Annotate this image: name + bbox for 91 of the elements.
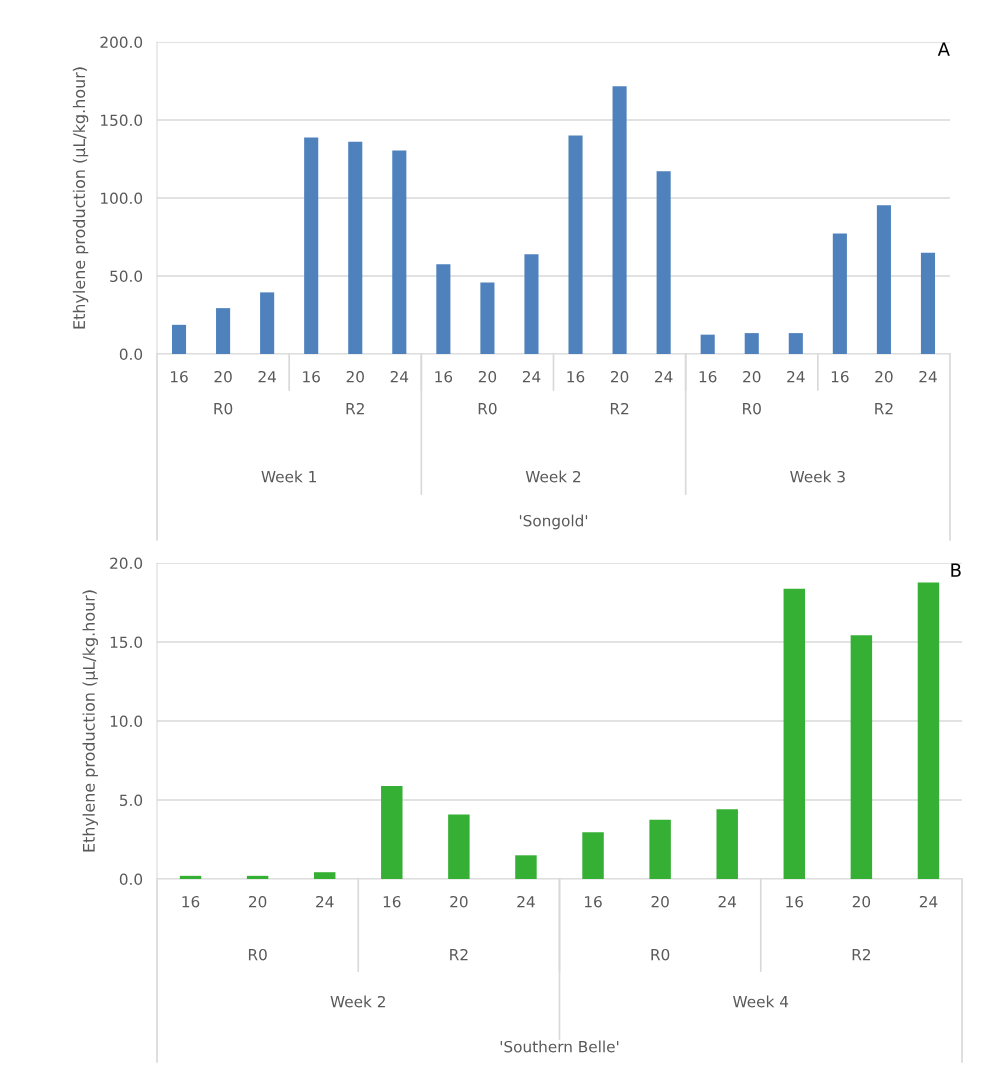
bar — [582, 832, 604, 879]
x-tick-label: 16 — [567, 370, 585, 383]
y-tick-label: 150.0 — [101, 114, 143, 127]
bar — [448, 814, 470, 879]
x-tick-label: 20 — [875, 370, 893, 383]
text: R0 — [214, 402, 233, 415]
x-tick-label: 24 — [517, 895, 535, 908]
bar — [381, 786, 403, 879]
x-tick-label: 24 — [390, 370, 409, 383]
x-tick-label: 16 — [585, 895, 602, 908]
text: R2 — [875, 402, 893, 415]
bar — [179, 875, 202, 879]
y-tick-label: 10.0 — [110, 715, 143, 728]
y-axis-title: Ethylene production (µL/kg.hour) — [82, 590, 98, 852]
bar — [612, 86, 627, 354]
bar — [436, 264, 451, 354]
x-tick-label: 24 — [718, 895, 737, 908]
x-tick-label: 16 — [786, 895, 804, 908]
y-tick-label: 100.0 — [101, 192, 143, 205]
x-tick-label: 20 — [450, 895, 468, 908]
bar — [524, 254, 539, 354]
x-tick-label: 20 — [249, 895, 267, 908]
text: R0 — [743, 402, 761, 415]
x-tick-label: 16 — [182, 895, 200, 908]
x-tick-label: 24 — [655, 370, 673, 383]
text: R2 — [852, 948, 871, 961]
text: R2 — [450, 948, 468, 961]
bar — [216, 308, 231, 354]
x-tick-label: 24 — [919, 895, 938, 908]
x-tick-label: 16 — [699, 370, 717, 383]
bar — [568, 135, 583, 354]
text: Week 1 — [261, 470, 316, 483]
bar — [744, 333, 759, 354]
x-tick-label: 20 — [478, 370, 497, 383]
text: Week 2 — [525, 470, 581, 483]
x-tick-label: 20 — [610, 370, 629, 383]
y-axis-title: Ethylene production (µL/kg.hour) — [72, 67, 89, 329]
bar — [348, 141, 363, 354]
y-tick-label: 5.0 — [119, 794, 143, 807]
x-tick-label: 24 — [316, 895, 334, 908]
y-tick-label: 15.0 — [110, 636, 143, 649]
x-tick-label: 20 — [852, 895, 871, 908]
bar — [788, 333, 803, 354]
text: R0 — [248, 948, 267, 961]
text: R2 — [346, 402, 364, 415]
y-tick-label: 20.0 — [110, 557, 143, 570]
text: Week 3 — [790, 470, 845, 483]
bar — [920, 252, 936, 354]
x-tick-label: 16 — [303, 370, 320, 383]
y-tick-label: 50.0 — [110, 270, 143, 283]
x-tick-label: 16 — [435, 370, 453, 383]
bar — [313, 872, 336, 879]
x-tick-label: 24 — [919, 370, 937, 383]
x-tick-label: 20 — [214, 370, 232, 383]
x-tick-label: 16 — [831, 370, 849, 383]
bar — [304, 137, 319, 354]
text: R2 — [610, 402, 629, 415]
text: R0 — [651, 948, 670, 961]
text: R0 — [478, 402, 497, 415]
bar — [515, 855, 537, 879]
bar — [783, 588, 806, 879]
bar — [716, 809, 738, 879]
bar — [832, 233, 847, 354]
x-tick-label: 24 — [258, 370, 276, 383]
x-tick-label: 20 — [346, 370, 364, 383]
bar — [917, 582, 940, 879]
x-tick-label: 20 — [743, 370, 761, 383]
x-tick-label: 16 — [383, 895, 401, 908]
bar — [700, 334, 715, 354]
bar — [656, 171, 671, 354]
chart-title: A — [937, 42, 950, 56]
bar — [260, 292, 275, 354]
bar — [392, 150, 407, 354]
text: Week 4 — [733, 995, 789, 1008]
bar — [876, 205, 891, 354]
y-tick-label: 200.0 — [100, 36, 143, 49]
chart-title: B — [951, 563, 961, 577]
x-axis-title: 'Southern Belle' — [500, 1040, 619, 1053]
bar — [171, 324, 187, 354]
x-tick-label: 24 — [522, 370, 541, 383]
x-tick-label: 20 — [651, 895, 669, 908]
bar — [480, 282, 495, 354]
text: Week 2 — [330, 995, 385, 1008]
x-axis-title: 'Songold' — [519, 514, 588, 530]
bar — [649, 819, 671, 879]
y-tick-label: 0.0 — [119, 348, 143, 361]
bar — [850, 635, 873, 879]
bar — [246, 875, 269, 879]
y-tick-label: 0.0 — [119, 873, 143, 886]
x-tick-label: 16 — [170, 370, 188, 383]
x-tick-label: 24 — [787, 370, 805, 383]
